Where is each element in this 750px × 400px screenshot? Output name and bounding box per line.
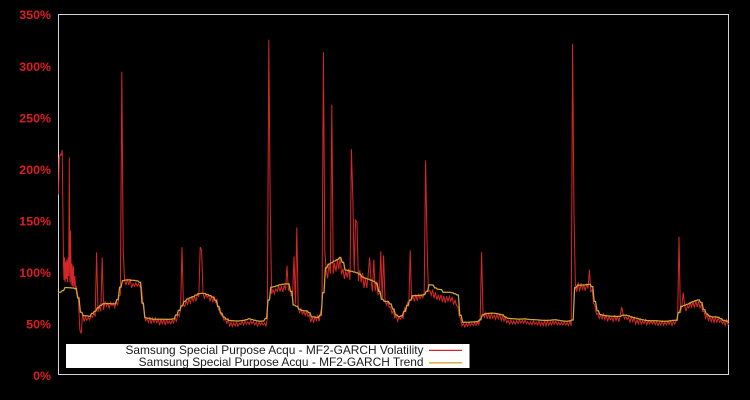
svg-text:150%: 150% — [19, 215, 51, 229]
svg-text:Samsung Special Purpose Acqu -: Samsung Special Purpose Acqu - MF2-GARCH… — [125, 343, 423, 357]
svg-text:200%: 200% — [19, 163, 51, 177]
svg-text:250%: 250% — [19, 111, 51, 125]
svg-text:300%: 300% — [19, 60, 51, 74]
svg-text:50%: 50% — [26, 318, 51, 332]
svg-text:Samsung Special Purpose Acqu -: Samsung Special Purpose Acqu - MF2-GARCH… — [139, 355, 424, 369]
svg-text:100%: 100% — [19, 266, 51, 280]
svg-text:350%: 350% — [19, 8, 51, 22]
svg-text:0%: 0% — [33, 369, 51, 383]
